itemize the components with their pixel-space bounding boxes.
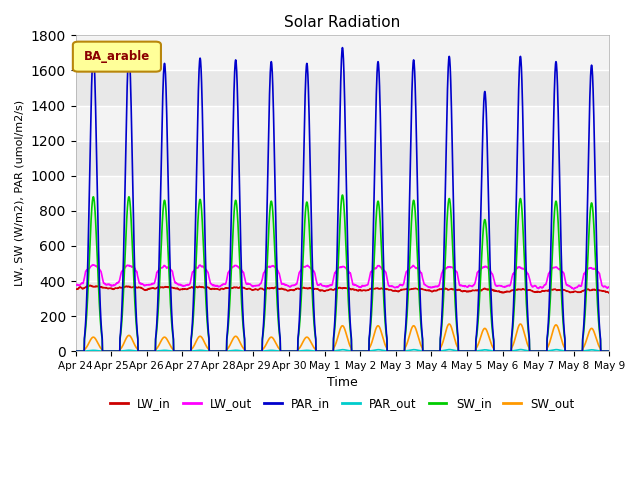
Title: Solar Radiation: Solar Radiation — [284, 15, 401, 30]
Bar — [76, 176, 609, 211]
Y-axis label: LW, SW (W/m2), PAR (umol/m2/s): LW, SW (W/m2), PAR (umol/m2/s) — [15, 100, 25, 287]
Legend: LW_in, LW_out, PAR_in, PAR_out, SW_in, SW_out: LW_in, LW_out, PAR_in, PAR_out, SW_in, S… — [106, 392, 580, 415]
Bar — [76, 316, 609, 351]
Text: BA_arable: BA_arable — [83, 50, 150, 63]
Bar — [76, 106, 609, 141]
Bar — [76, 36, 609, 71]
X-axis label: Time: Time — [327, 376, 358, 389]
Bar — [76, 246, 609, 281]
FancyBboxPatch shape — [73, 42, 161, 72]
